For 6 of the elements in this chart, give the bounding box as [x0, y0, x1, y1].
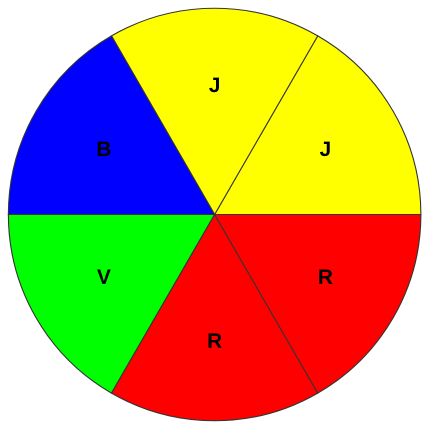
slice-label: R	[208, 333, 222, 348]
slice-label: B	[98, 142, 110, 156]
slice-label: R	[319, 269, 332, 284]
slice-label: V	[97, 269, 111, 284]
slice-label: J	[209, 78, 219, 92]
slice-label: J	[320, 142, 330, 156]
